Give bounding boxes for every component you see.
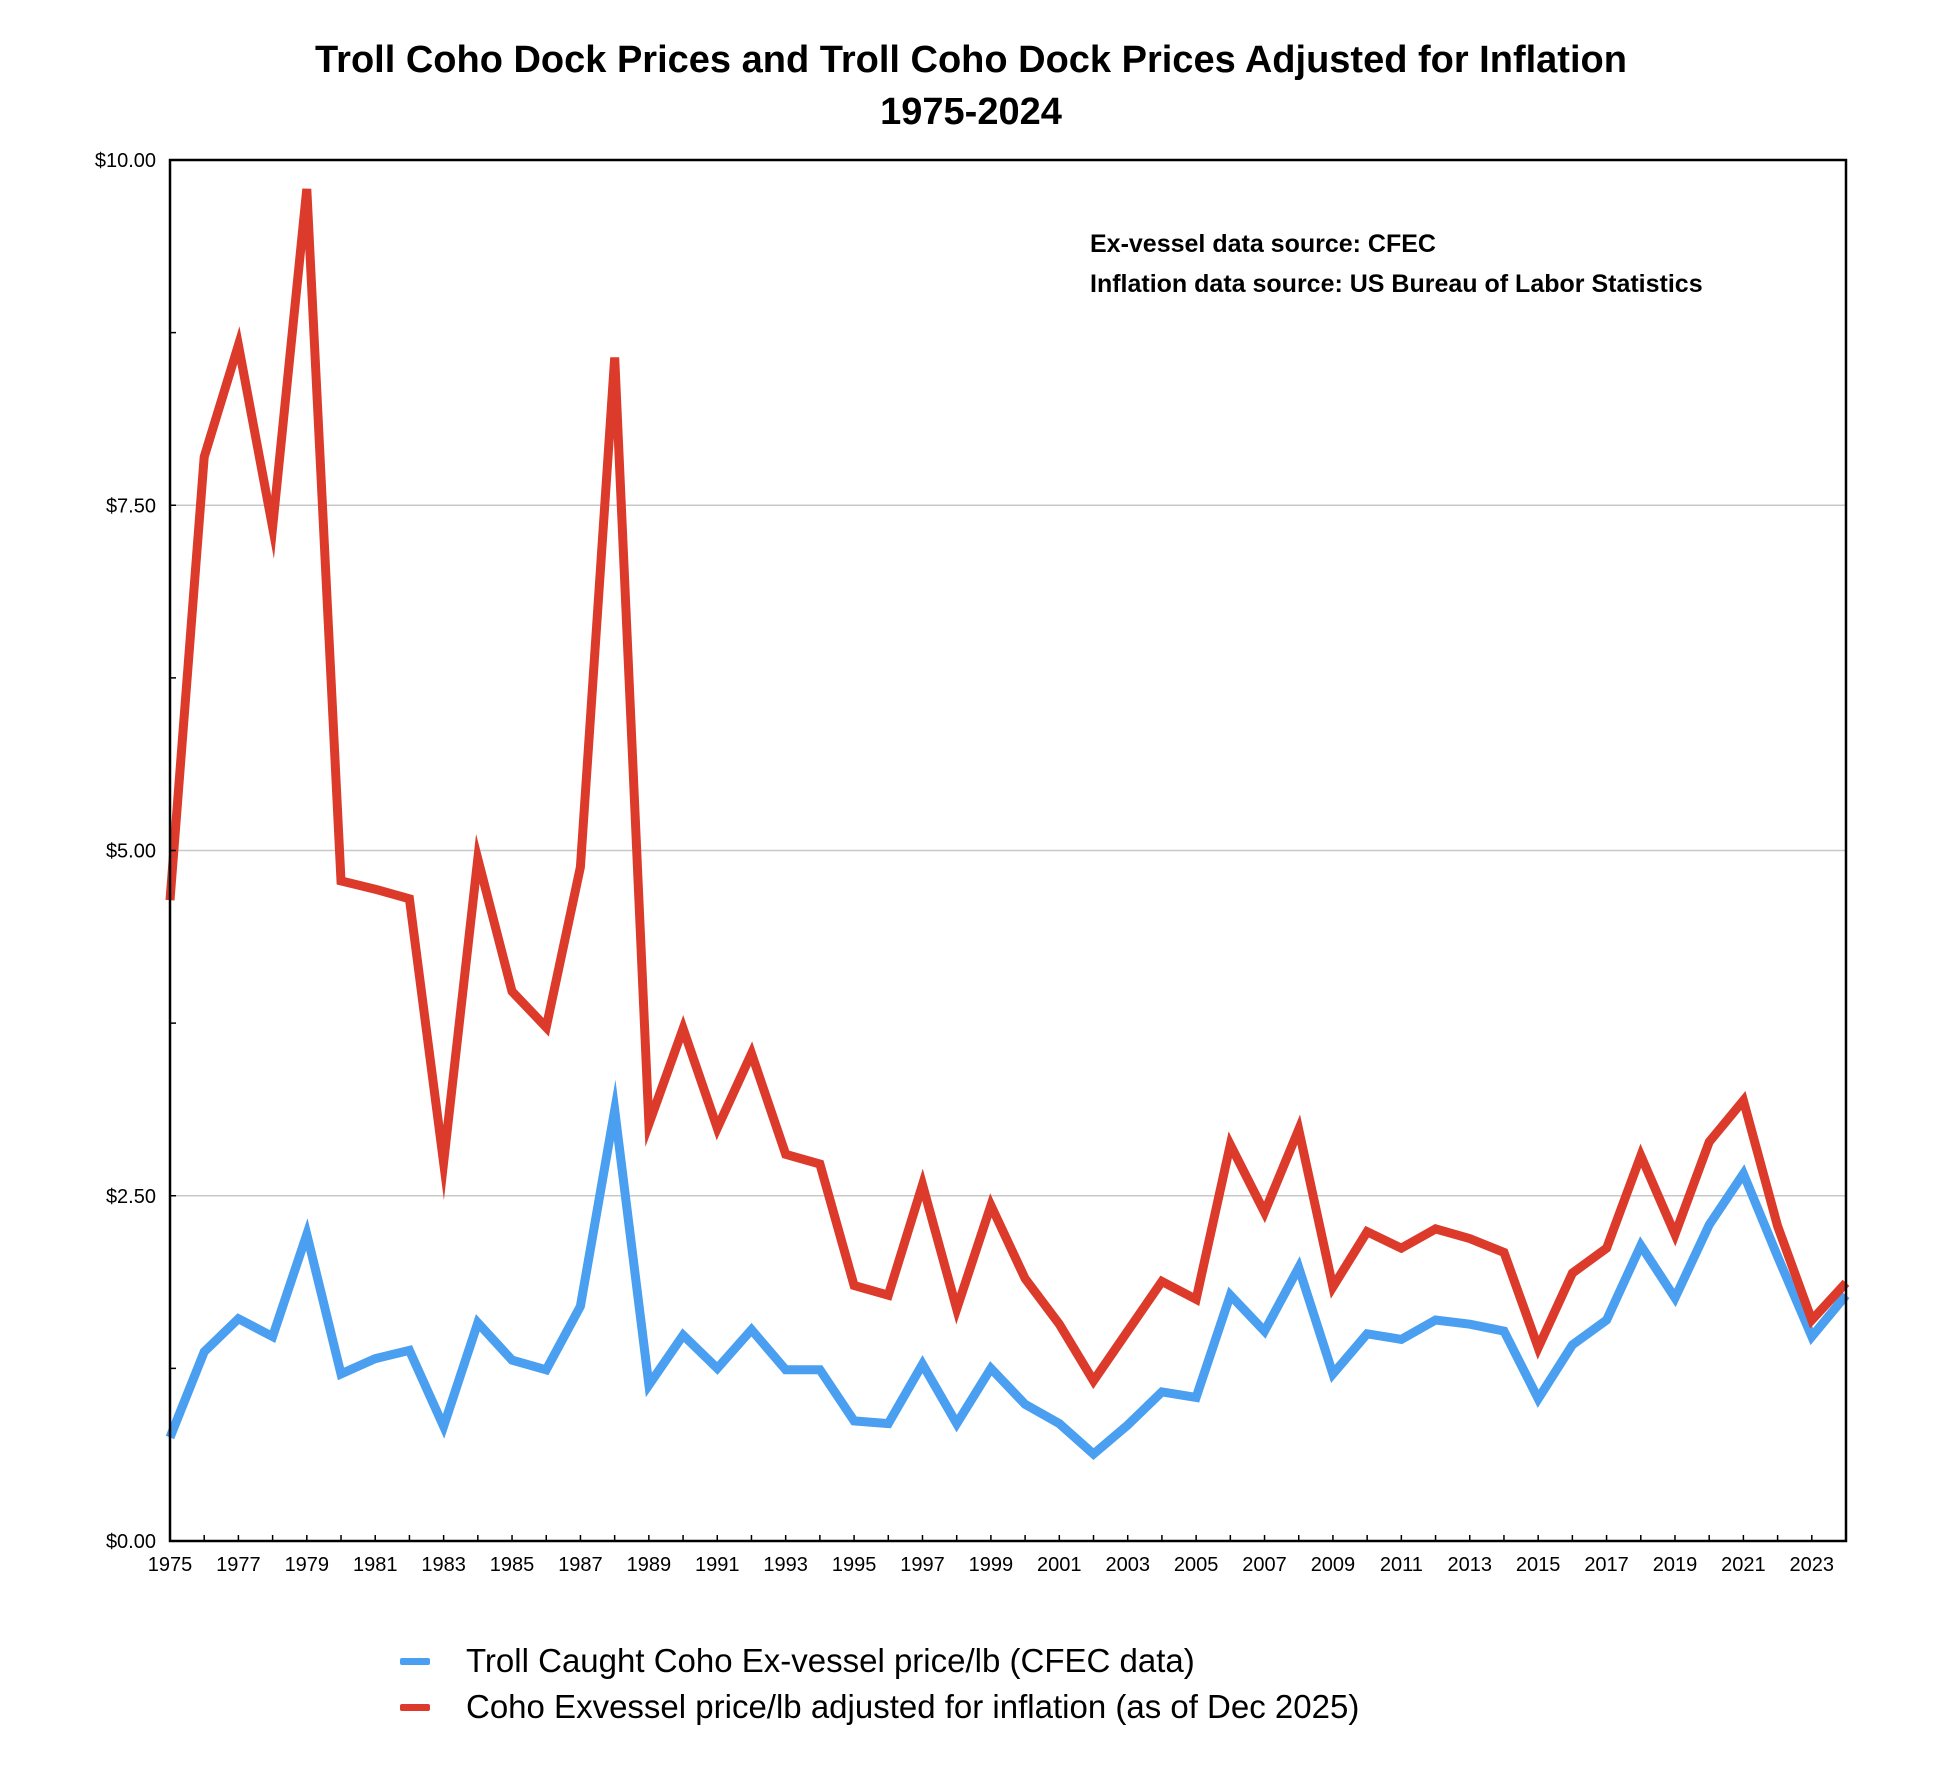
chart-subtitle: 1975-2024 [880, 91, 1062, 133]
x-tick-label: 2019 [1653, 1554, 1698, 1576]
x-tick-label: 1987 [558, 1554, 603, 1576]
x-tick-label: 2009 [1311, 1554, 1356, 1576]
x-tick-label: 1979 [285, 1554, 330, 1576]
chart-title-line: Troll Coho Dock Prices and Troll Coho Do… [315, 39, 1627, 81]
chart-title: Troll Coho Dock Prices and Troll Coho Do… [0, 34, 1942, 138]
x-tick-label: 2001 [1037, 1554, 1082, 1576]
x-tick-label: 2003 [1105, 1554, 1150, 1576]
x-tick-label: 2007 [1242, 1554, 1287, 1576]
x-tick-label: 2017 [1584, 1554, 1629, 1576]
x-tick-label: 1975 [148, 1554, 193, 1576]
axis-labels: $0.00 $2.50 $5.00 $7.50 $10.00 1975 1977 1979 19… [95, 150, 1834, 1576]
annotation-cfec: Ex-vessel data source: CFEC [1090, 230, 1436, 258]
x-tick-label: 1997 [900, 1554, 945, 1576]
y-tick-label: $0.00 [106, 1531, 156, 1553]
x-tick-label: 1985 [490, 1554, 535, 1576]
x-tick-label: 2015 [1516, 1554, 1561, 1576]
x-tick-label: 2005 [1174, 1554, 1219, 1576]
legend-label-adjusted: Coho Exvessel price/lb adjusted for infl… [466, 1688, 1360, 1725]
x-tick-label: 1981 [353, 1554, 398, 1576]
x-tick-label: 1991 [695, 1554, 740, 1576]
x-tick-label: 1977 [216, 1554, 261, 1576]
series-line-adjusted [165, 188, 1850, 1390]
legend-item-nominal: Troll Caught Coho Ex-vessel price/lb (CF… [400, 1638, 1359, 1684]
y-tick-label: $10.00 [95, 150, 156, 172]
x-tick-label: 1999 [969, 1554, 1014, 1576]
axis-ticks [169, 159, 1847, 1542]
series-line-nominal [165, 1079, 1850, 1460]
annotation-bls: Inflation data source: US Bureau of Labo… [1090, 270, 1703, 298]
x-tick-label: 2013 [1448, 1554, 1493, 1576]
x-tick-label: 1983 [421, 1554, 466, 1576]
legend-item-adjusted: Coho Exvessel price/lb adjusted for infl… [400, 1684, 1359, 1730]
y-tick-label: $7.50 [106, 495, 156, 517]
y-tick-label: $5.00 [106, 841, 156, 863]
x-tick-label: 2023 [1790, 1554, 1835, 1576]
legend-swatch-adjusted [400, 1703, 430, 1711]
series-lines [165, 188, 1850, 1460]
x-tick-label: 2021 [1721, 1554, 1766, 1576]
legend-label-nominal: Troll Caught Coho Ex-vessel price/lb (CF… [466, 1642, 1195, 1679]
grid-lines [170, 504, 1846, 1197]
legend: Troll Caught Coho Ex-vessel price/lb (CF… [400, 1638, 1359, 1730]
x-tick-label: 1989 [627, 1554, 672, 1576]
x-tick-label: 1993 [763, 1554, 808, 1576]
x-tick-label: 1995 [832, 1554, 877, 1576]
legend-swatch-nominal [400, 1657, 430, 1665]
x-tick-label: 2011 [1380, 1554, 1423, 1576]
y-tick-label: $2.50 [106, 1186, 156, 1208]
